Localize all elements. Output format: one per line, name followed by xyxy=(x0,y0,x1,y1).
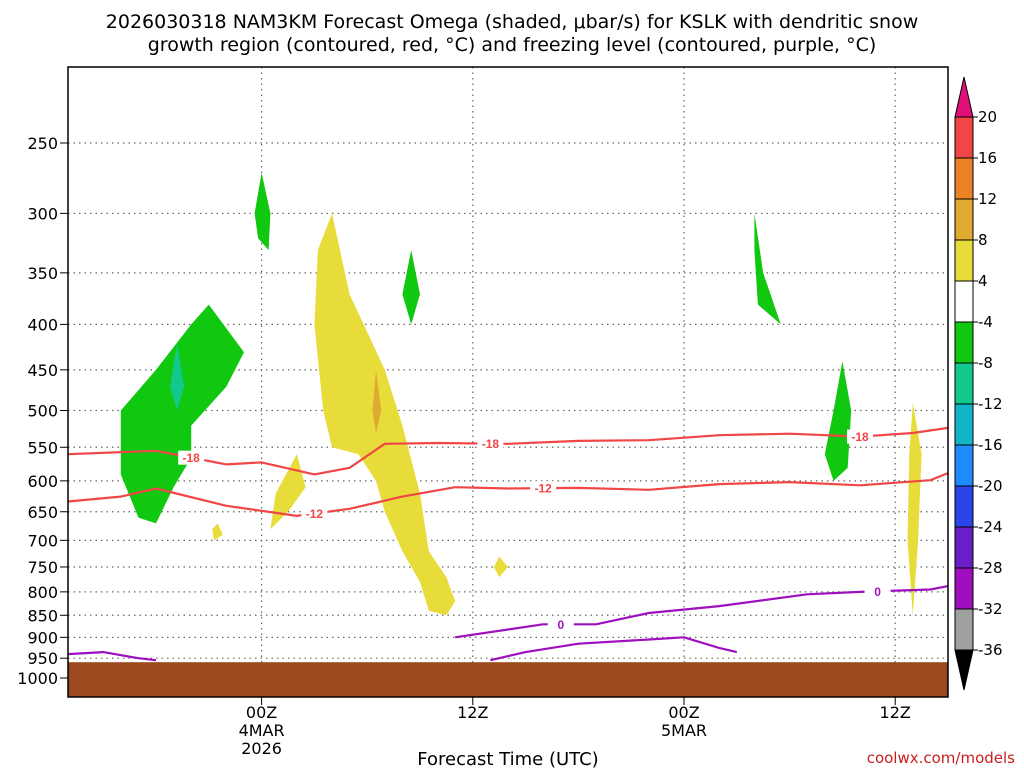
colorbar-label: -36 xyxy=(978,641,1003,659)
y-tick-label: 550 xyxy=(27,438,58,457)
colorbar-label: 4 xyxy=(978,272,988,290)
ascent-1 xyxy=(170,343,185,411)
descent-6 xyxy=(372,369,382,433)
colorbar-swatch xyxy=(954,362,974,405)
colorbar-max-triangle xyxy=(954,76,974,118)
colorbar-swatch xyxy=(954,280,974,323)
y-tick-label: 450 xyxy=(27,361,58,380)
y-tick-label: 350 xyxy=(27,264,58,283)
y-tick-label: 850 xyxy=(27,606,58,625)
y-tick-label: 900 xyxy=(27,628,58,647)
colorbar-swatch xyxy=(954,485,974,528)
colorbar-label: -16 xyxy=(978,436,1003,454)
contour-label: -12 xyxy=(535,482,553,496)
contour-label-bg xyxy=(477,436,504,451)
contour-label: -12 xyxy=(306,507,324,521)
y-tick-label: 250 xyxy=(27,134,58,153)
colorbar-label: -24 xyxy=(978,518,1003,536)
descent-2 xyxy=(212,523,223,541)
y-tick-label: 1000 xyxy=(17,669,58,688)
contour-label: -18 xyxy=(482,437,500,451)
descent-0 xyxy=(314,213,456,616)
ascent-4 xyxy=(754,213,781,325)
contour-label: -18 xyxy=(851,430,869,444)
colorbar-swatch xyxy=(954,403,974,446)
x-axis-label: Forecast Time (UTC) xyxy=(417,749,598,768)
colorbar-label: -32 xyxy=(978,600,1003,618)
colorbar-swatch xyxy=(954,526,974,569)
x-tick-date: 5MAR xyxy=(661,721,707,740)
colorbar-swatch xyxy=(954,321,974,364)
colorbar: 20 16 12 8 4 -4 -8 -12 -16 -20 -24 -28 -32 -36 xyxy=(954,76,1003,691)
descent-4 xyxy=(907,402,922,616)
omega-shading xyxy=(120,172,922,616)
colorbar-label: 8 xyxy=(978,231,988,249)
y-tick-label: 700 xyxy=(27,531,58,550)
colorbar-label: 12 xyxy=(978,190,997,208)
contour-freezing-0-surface-mid xyxy=(490,636,738,662)
y-tick-label: 650 xyxy=(27,503,58,522)
contour-label-bg xyxy=(847,429,873,444)
y-tick-label: 950 xyxy=(27,649,58,668)
contour-label: 0 xyxy=(874,585,881,599)
pressure-axis: 250 300 350 400 450 500 550 600 650 700 750 800 850 9… xyxy=(17,134,68,688)
y-tick-label: 600 xyxy=(27,472,58,491)
contour-label-bg xyxy=(301,506,328,521)
chart-title-line2: growth region (contoured, red, °C) and f… xyxy=(148,34,877,56)
descent-1 xyxy=(270,454,306,530)
ascent-2 xyxy=(254,172,271,251)
colorbar-swatch xyxy=(954,444,974,487)
contour-freezing-0-surface-left xyxy=(67,650,157,662)
contour-dgz-minus12 xyxy=(67,472,949,518)
colorbar-swatch xyxy=(954,198,974,241)
y-tick-label: 750 xyxy=(27,558,58,577)
ascent-3 xyxy=(402,250,420,325)
x-tick-label: 12Z xyxy=(880,703,911,722)
x-tick-date: 4MAR xyxy=(239,721,285,740)
colorbar-swatch xyxy=(954,239,974,282)
x-tick-label: 12Z xyxy=(457,703,488,722)
colorbar-min-triangle xyxy=(954,649,974,691)
colorbar-label: -28 xyxy=(978,559,1003,577)
colorbar-label: -8 xyxy=(978,354,993,372)
ascent-5 xyxy=(824,361,852,481)
colorbar-label: -20 xyxy=(978,477,1003,495)
contour-label: -18 xyxy=(183,451,201,465)
y-tick-label: 800 xyxy=(27,583,58,602)
credit-text: coolwx.com/models xyxy=(867,749,1015,767)
colorbar-swatch xyxy=(954,567,974,610)
x-tick-label: 00Z xyxy=(246,703,277,722)
colorbar-swatch xyxy=(954,608,974,651)
colorbar-label: 20 xyxy=(978,108,997,126)
colorbar-label: -12 xyxy=(978,395,1003,413)
grid-lines xyxy=(68,67,948,697)
y-tick-label: 300 xyxy=(27,204,58,223)
y-tick-label: 400 xyxy=(27,315,58,334)
x-tick-year: 2026 xyxy=(241,739,282,758)
colorbar-label: -4 xyxy=(978,313,993,331)
plot-frame xyxy=(67,66,949,698)
contour-label-bg xyxy=(864,584,891,599)
colorbar-swatch xyxy=(954,116,974,159)
contour-dgz-minus18 xyxy=(67,426,949,476)
descent-3 xyxy=(493,556,508,578)
x-tick-label: 00Z xyxy=(668,703,699,722)
ground-below-surface xyxy=(68,662,948,697)
y-tick-label: 500 xyxy=(27,402,58,421)
colorbar-label: 16 xyxy=(978,149,997,167)
ascent-0 xyxy=(120,304,244,524)
contour-label: 0 xyxy=(557,618,564,632)
contour-label-bg xyxy=(178,450,205,465)
colorbar-swatch xyxy=(954,157,974,200)
contour-label-bg xyxy=(530,481,557,496)
chart-title-line1: 2026030318 NAM3KM Forecast Omega (shaded… xyxy=(106,11,918,33)
contour-label-bg xyxy=(547,617,574,632)
